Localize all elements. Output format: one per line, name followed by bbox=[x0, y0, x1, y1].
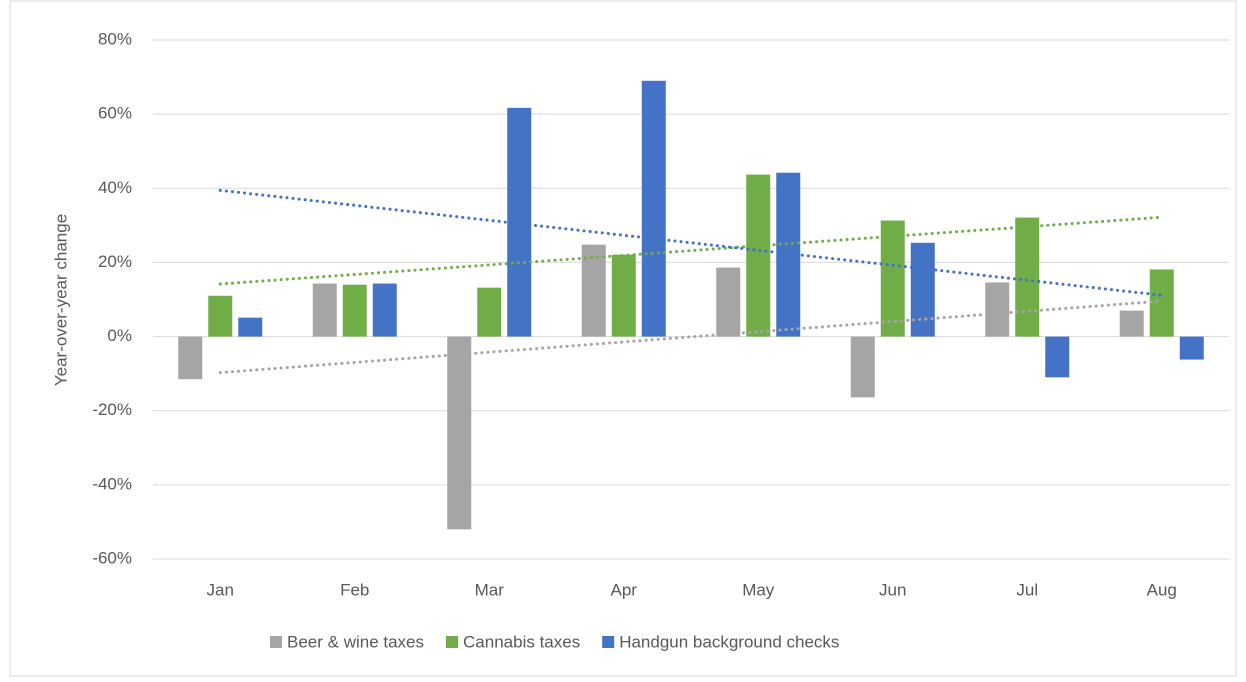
bar bbox=[910, 242, 935, 337]
bar bbox=[716, 267, 741, 337]
x-tick-label: May bbox=[742, 580, 775, 599]
bar bbox=[477, 287, 502, 337]
x-tick-label: Aug bbox=[1147, 580, 1177, 599]
legend-swatch bbox=[446, 636, 459, 648]
bar bbox=[342, 284, 367, 337]
trendline bbox=[218, 188, 1164, 297]
trendline bbox=[218, 299, 1164, 375]
y-axis-title: Year-over-year change bbox=[51, 214, 70, 386]
bar bbox=[880, 220, 905, 337]
bar bbox=[581, 244, 606, 337]
bar bbox=[611, 254, 636, 337]
y-tick-label: 0% bbox=[107, 326, 132, 345]
legend-label: Beer & wine taxes bbox=[287, 632, 424, 651]
x-tick-label: Jan bbox=[207, 580, 234, 599]
bar bbox=[985, 282, 1010, 337]
y-tick-label: 40% bbox=[98, 178, 132, 197]
bar bbox=[1179, 336, 1204, 360]
bar bbox=[1045, 336, 1070, 378]
bar bbox=[312, 283, 337, 337]
x-tick-label: Apr bbox=[611, 580, 638, 599]
bar bbox=[1015, 217, 1040, 337]
x-tick-label: Feb bbox=[340, 580, 369, 599]
trendline bbox=[218, 215, 1164, 286]
y-tick-label: 80% bbox=[98, 29, 132, 48]
x-tick-label: Jul bbox=[1016, 580, 1038, 599]
bar bbox=[746, 174, 771, 337]
bar bbox=[372, 283, 397, 337]
bar bbox=[1119, 310, 1144, 337]
bar bbox=[238, 317, 263, 337]
bar bbox=[178, 336, 203, 380]
legend-label: Handgun background checks bbox=[619, 632, 839, 651]
chart-border bbox=[9, 0, 1237, 677]
bar bbox=[1149, 269, 1174, 337]
x-tick-label: Jun bbox=[879, 580, 906, 599]
legend-label: Cannabis taxes bbox=[463, 632, 580, 651]
bar bbox=[641, 80, 666, 337]
x-tick-label: Mar bbox=[475, 580, 505, 599]
legend-swatch bbox=[270, 636, 282, 648]
y-tick-label: -60% bbox=[92, 548, 132, 567]
y-tick-label: -40% bbox=[92, 474, 132, 493]
legend-swatch bbox=[602, 636, 615, 648]
bar bbox=[208, 295, 233, 337]
bar bbox=[447, 336, 472, 530]
y-tick-label: -20% bbox=[92, 400, 132, 419]
y-tick-label: 60% bbox=[98, 104, 132, 123]
bar bbox=[850, 336, 875, 398]
y-tick-label: 20% bbox=[98, 252, 132, 271]
